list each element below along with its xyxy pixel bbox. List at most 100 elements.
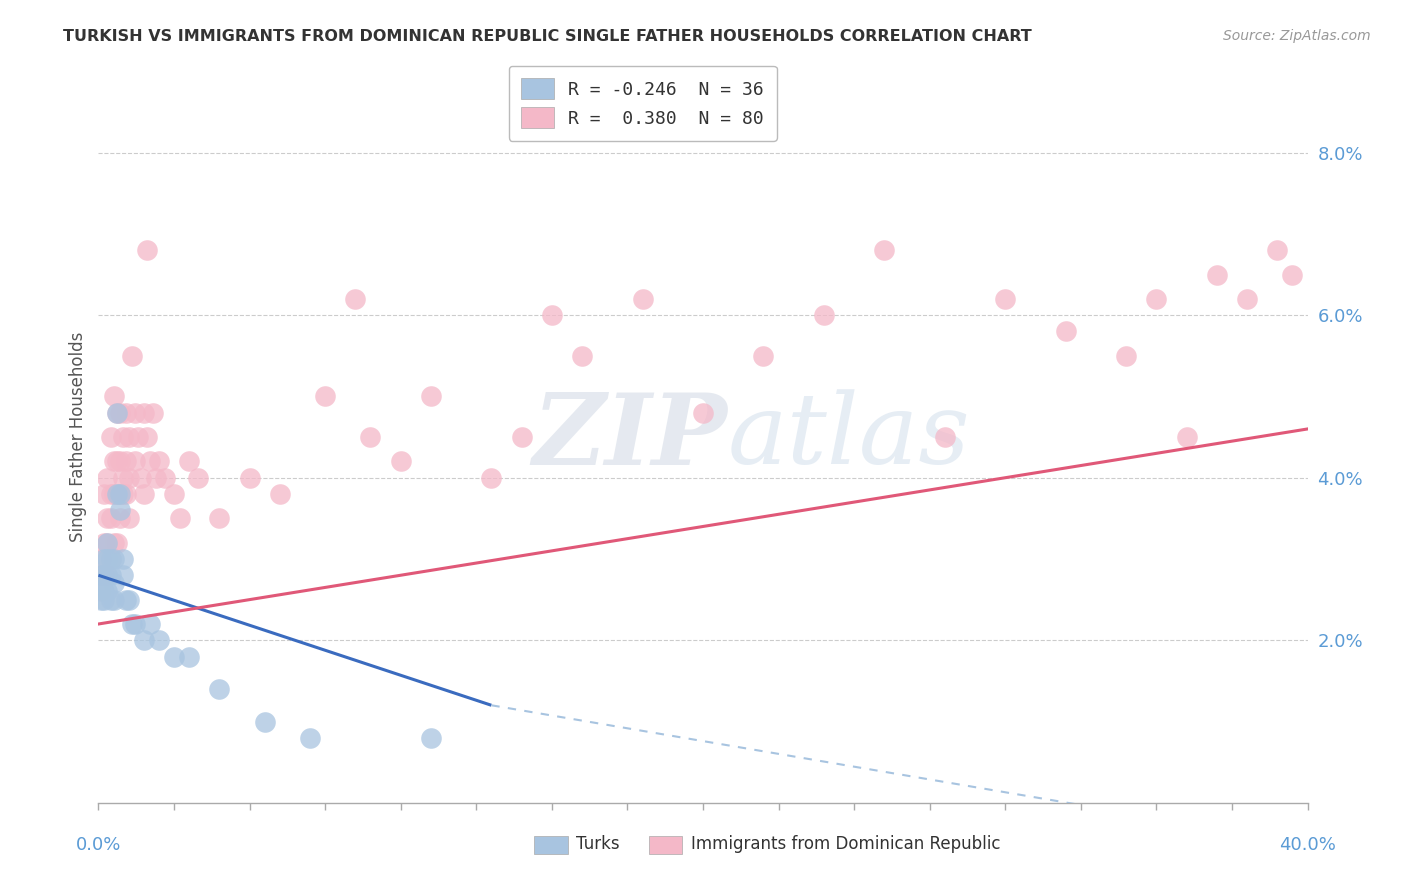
Point (510, 430, 533, 444)
Point (1175, 430, 1198, 444)
Point (1281, 268, 1303, 282)
Point (692, 406, 714, 420)
Point (108, 511, 131, 525)
Point (111, 568, 134, 582)
Text: Turks: Turks (576, 836, 620, 854)
Point (344, 292, 367, 306)
Point (420, 731, 443, 745)
Point (96, 568, 118, 582)
Point (108, 454, 131, 468)
Point (1267, 243, 1289, 257)
Text: Source: ZipAtlas.com: Source: ZipAtlas.com (1223, 29, 1371, 44)
Point (96, 535, 118, 549)
Point (142, 406, 165, 420)
Point (103, 535, 125, 549)
Point (105, 535, 128, 549)
Text: TURKISH VS IMMIGRANTS FROM DOMINICAN REPUBLIC SINGLE FATHER HOUSEHOLDS CORRELATI: TURKISH VS IMMIGRANTS FROM DOMINICAN REP… (63, 29, 1032, 45)
Point (208, 681, 231, 696)
Point (127, 430, 149, 444)
Point (540, 308, 562, 322)
Point (148, 633, 170, 648)
Point (148, 454, 170, 468)
Point (124, 617, 146, 632)
Point (1206, 268, 1229, 282)
Point (96, 568, 118, 582)
Legend: R = -0.246  N = 36, R =  0.380  N = 80: R = -0.246 N = 36, R = 0.380 N = 80 (509, 66, 776, 141)
Point (90, 568, 112, 582)
Text: ZIP: ZIP (533, 389, 727, 485)
Point (100, 568, 122, 582)
Point (111, 430, 134, 444)
Point (103, 454, 125, 468)
Point (994, 292, 1017, 306)
Point (813, 308, 835, 322)
Point (103, 487, 125, 501)
Point (103, 576, 125, 591)
Point (105, 487, 128, 501)
Point (163, 649, 186, 664)
Point (93, 552, 115, 566)
Point (1054, 325, 1077, 339)
Point (114, 592, 136, 607)
Y-axis label: Single Father Households: Single Father Households (69, 332, 87, 542)
Point (100, 430, 122, 444)
Point (121, 349, 143, 363)
Point (103, 389, 125, 403)
Point (108, 487, 131, 501)
Point (253, 714, 276, 729)
Text: Immigrants from Dominican Republic: Immigrants from Dominican Republic (690, 836, 1001, 854)
Point (108, 406, 131, 420)
Point (111, 487, 134, 501)
Point (93, 535, 115, 549)
Point (124, 454, 146, 468)
Point (96, 535, 118, 549)
Point (118, 430, 141, 444)
Point (132, 633, 155, 648)
Point (100, 552, 122, 566)
Point (1115, 349, 1137, 363)
Point (118, 471, 141, 485)
Point (90, 552, 112, 566)
Point (118, 511, 141, 525)
Point (100, 592, 122, 607)
Point (269, 487, 291, 501)
Point (100, 511, 122, 525)
Point (135, 243, 157, 257)
Point (93, 487, 115, 501)
Point (111, 471, 134, 485)
Point (118, 592, 141, 607)
Point (752, 349, 775, 363)
Text: 40.0%: 40.0% (1279, 836, 1336, 854)
Point (1236, 292, 1258, 306)
Text: 0.0%: 0.0% (76, 836, 121, 854)
Point (114, 487, 136, 501)
Point (129, 471, 152, 485)
Point (163, 487, 186, 501)
Point (360, 430, 382, 444)
Point (96, 584, 118, 599)
Point (103, 552, 125, 566)
Point (179, 649, 201, 664)
Point (121, 617, 143, 632)
Point (114, 454, 136, 468)
Point (239, 471, 262, 485)
Point (389, 454, 412, 468)
Point (571, 349, 593, 363)
Point (108, 503, 131, 517)
Point (105, 487, 128, 501)
FancyBboxPatch shape (648, 836, 682, 854)
Point (299, 731, 322, 745)
Point (934, 430, 956, 444)
Point (114, 406, 136, 420)
Point (139, 617, 162, 632)
Point (208, 511, 231, 525)
Point (135, 430, 157, 444)
Point (153, 471, 176, 485)
Point (105, 406, 128, 420)
Point (420, 389, 443, 403)
Point (132, 487, 155, 501)
Point (96, 552, 118, 566)
Point (90, 584, 112, 599)
Point (96, 471, 118, 485)
Point (93, 568, 115, 582)
